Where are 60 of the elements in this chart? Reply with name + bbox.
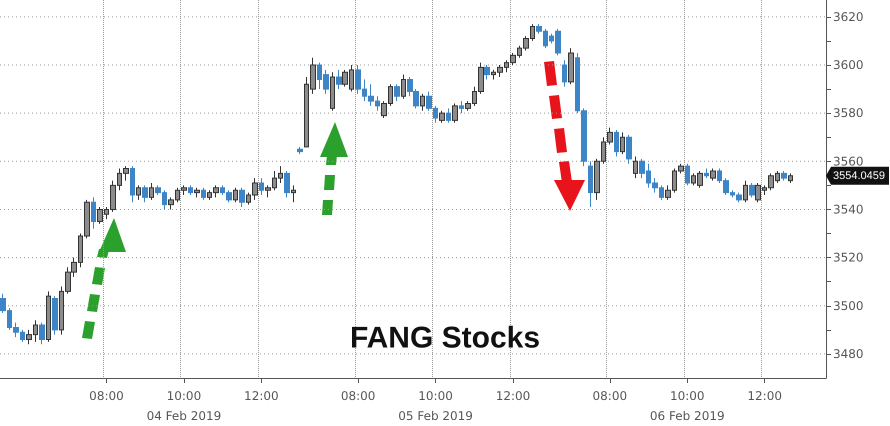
candlestick xyxy=(239,187,245,208)
candlestick xyxy=(142,184,148,203)
candlestick xyxy=(149,182,154,200)
candlestick xyxy=(446,108,451,124)
candlestick xyxy=(291,184,296,203)
x-tick-label: 08:00 xyxy=(89,389,124,403)
candlestick xyxy=(394,84,400,102)
candlestick xyxy=(710,168,716,182)
y-tick-label: 3540 xyxy=(833,202,864,216)
text: 3554.0459 xyxy=(833,170,885,182)
candlestick xyxy=(259,178,264,196)
candlestick xyxy=(136,184,141,200)
candlestick xyxy=(46,290,51,342)
candlestick xyxy=(459,100,464,114)
candlestick xyxy=(130,166,135,203)
x-tick-label: 10:00 04 Feb 2019 xyxy=(146,389,222,423)
x-tick-label: 08:00 xyxy=(592,389,628,403)
candlestick xyxy=(614,130,619,157)
candlestick xyxy=(484,64,490,80)
candlestick xyxy=(188,184,193,196)
y-tick-label: 3620 xyxy=(833,10,864,24)
candlestick xyxy=(201,187,206,200)
text: FANG Stocks xyxy=(350,322,540,354)
candlestick xyxy=(233,187,238,203)
y-tick-label: 3560 xyxy=(833,154,864,168)
candlestick xyxy=(52,296,58,336)
candlestick xyxy=(620,132,625,155)
candlestick xyxy=(685,163,690,186)
candlestick xyxy=(626,134,632,164)
x-tick-label: 08:00 xyxy=(340,389,376,403)
candlestick xyxy=(788,172,793,184)
x-tick-label: 10:00 05 Feb 2019 xyxy=(398,389,473,423)
x-tick-label: 12:00 xyxy=(244,389,279,403)
x-tick-label: 12:00 xyxy=(496,389,530,403)
candlestick xyxy=(297,146,303,155)
candlestick xyxy=(420,93,425,112)
candlestick xyxy=(330,72,335,112)
candlestick xyxy=(568,48,574,85)
candlestick xyxy=(781,170,787,182)
candlestick xyxy=(704,168,709,179)
candlestick xyxy=(562,60,567,88)
candlestick xyxy=(633,156,638,179)
candlestick xyxy=(439,110,445,124)
y-tick-label: 3600 xyxy=(833,58,864,72)
y-tick-label: 3580 xyxy=(833,106,864,120)
candlestick xyxy=(194,187,200,198)
candlestick xyxy=(749,182,755,198)
candlestick xyxy=(452,103,458,124)
candlestick xyxy=(588,160,593,208)
x-tick-label: 12:00 xyxy=(747,389,782,403)
candlestick xyxy=(401,74,406,100)
y-tick-label: 3520 xyxy=(833,250,864,265)
candlestick xyxy=(39,322,45,345)
y-tick-label: 3500 xyxy=(833,298,864,313)
x-tick-label: 10:00 06 Feb 2019 xyxy=(650,389,725,423)
candlestick xyxy=(284,170,290,198)
candlestick xyxy=(743,180,748,203)
y-tick-label: 3480 xyxy=(833,346,864,361)
candlestick xyxy=(336,69,342,90)
candlestick xyxy=(91,196,96,230)
